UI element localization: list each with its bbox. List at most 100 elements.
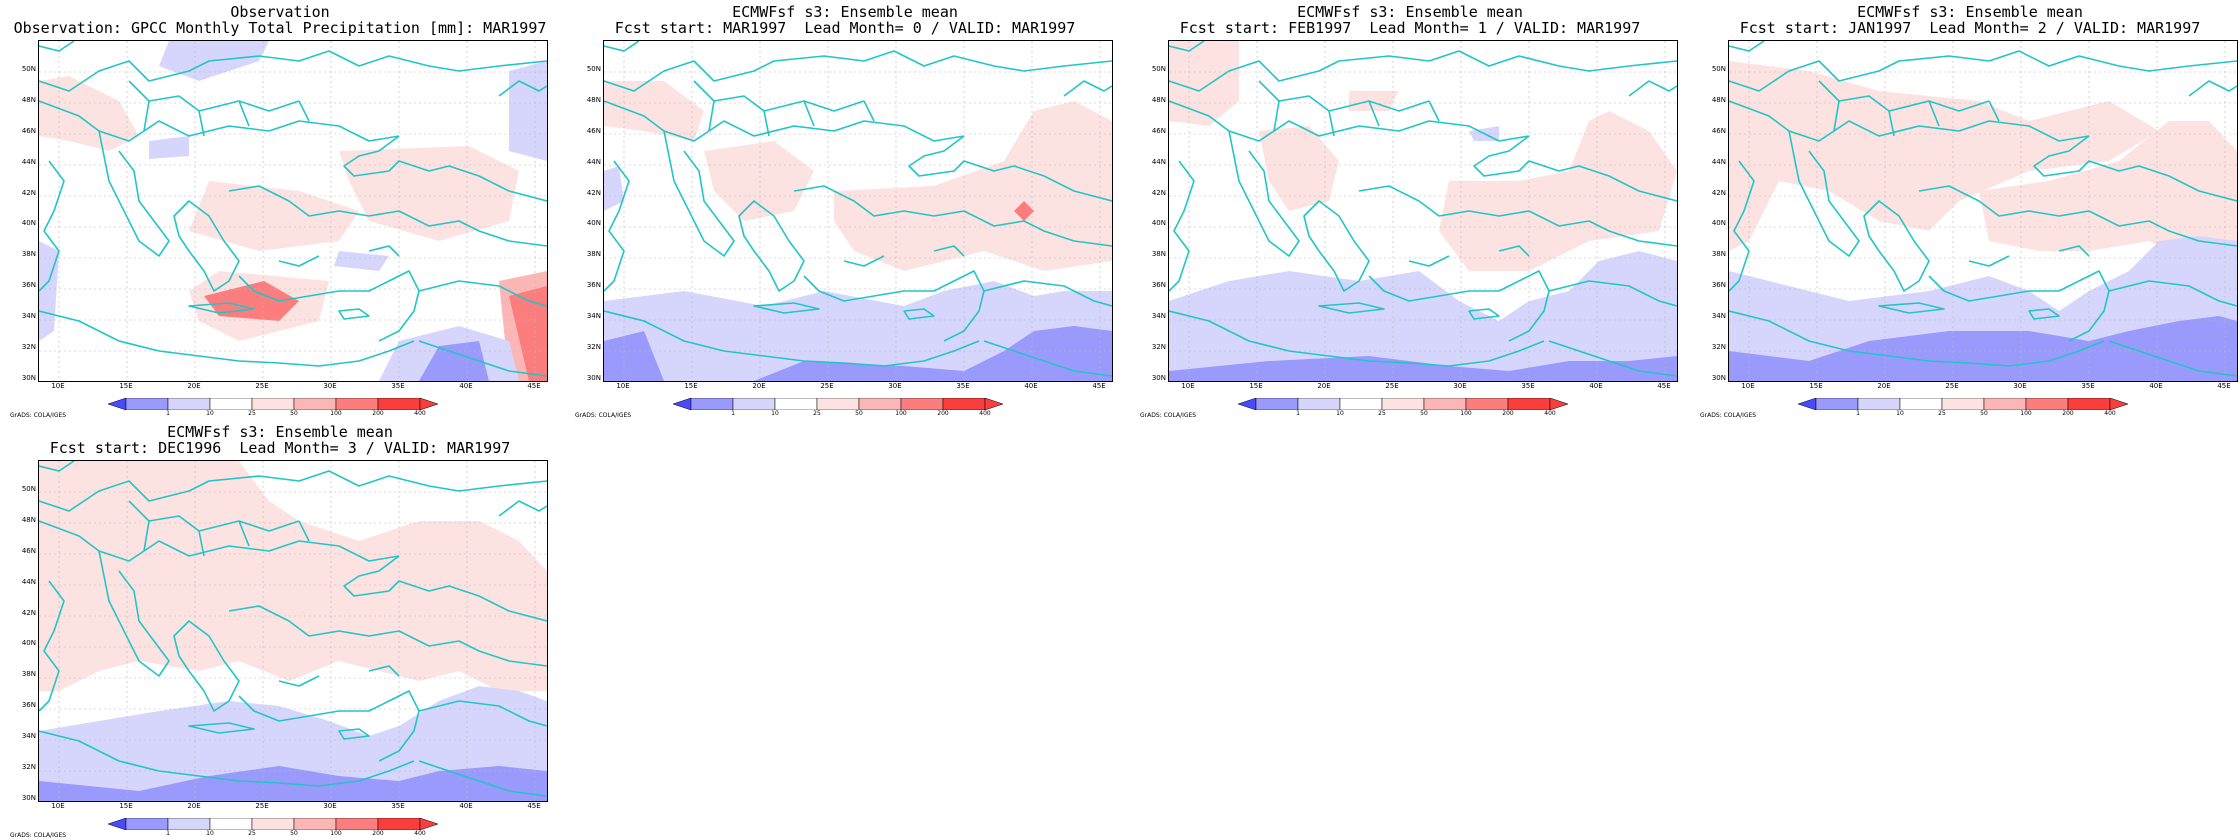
shading-layer: [39, 461, 547, 801]
colorbar-svg: [108, 398, 438, 410]
colorbar-tick-label: 10: [1896, 410, 1904, 417]
colorbar-tick-label: 400: [1544, 410, 1556, 417]
lon-tick-label: 20E: [187, 382, 201, 390]
lat-tick-label: 42N: [586, 188, 601, 197]
colorbar-tick-label: 1: [166, 410, 170, 417]
map-panel-obs: Observation Observation: GPCC Monthly To…: [10, 0, 550, 420]
map-svg: [39, 461, 547, 801]
colorbar-labels: 1 10 25 50 100 200 400: [1798, 410, 2128, 418]
map-svg: [1169, 41, 1677, 381]
colorbar: 1 10 25 50 100 200 400: [673, 398, 1003, 418]
map-panel-lead3: ECMWFsf s3: Ensemble mean Fcst start: DE…: [10, 420, 550, 840]
lat-tick-label: 44N: [1711, 157, 1726, 166]
colorbar-tick-label: 100: [1460, 410, 1472, 417]
lat-tick-label: 34N: [586, 312, 601, 321]
lon-tick-label: 40E: [2149, 382, 2163, 390]
lon-tick-label: 45E: [1092, 382, 1106, 390]
colorbar-tick-label: 25: [813, 410, 821, 417]
colorbar-tick-label: 25: [248, 830, 256, 837]
lon-tick-label: 20E: [187, 802, 201, 810]
colorbar-tick-label: 100: [330, 830, 342, 837]
lon-axis: 10E 15E 20E 25E 30E 35E 40E 45E: [603, 382, 1111, 392]
panel-title: Observation: [230, 3, 330, 21]
lat-axis: 30N 32N 34N 36N 38N 40N 42N 44N 46N 48N 50N: [10, 460, 36, 802]
panel-title: ECMWFsf s3: Ensemble mean: [167, 423, 393, 441]
lat-tick-label: 48N: [21, 95, 36, 104]
lat-tick-label: 36N: [586, 281, 601, 290]
panel-subtitle: Fcst start: DEC1996 Lead Month= 3 / VALI…: [49, 439, 511, 457]
lon-tick-label: 45E: [527, 382, 541, 390]
lat-tick-label: 44N: [586, 157, 601, 166]
lon-tick-label: 15E: [1249, 382, 1263, 390]
lon-tick-label: 30E: [323, 802, 337, 810]
lon-axis: 10E 15E 20E 25E 30E 35E 40E 45E: [38, 802, 546, 812]
lat-tick-label: 50N: [1711, 64, 1726, 73]
lat-tick-label: 50N: [21, 484, 36, 493]
panel-title: ECMWFsf s3: Ensemble mean: [732, 3, 958, 21]
lon-tick-label: 30E: [323, 382, 337, 390]
lat-tick-label: 30N: [1711, 374, 1726, 382]
lat-tick-label: 46N: [586, 126, 601, 135]
lat-tick-label: 36N: [1151, 281, 1166, 290]
coastlines: [39, 41, 547, 377]
colorbar-tick-label: 50: [290, 410, 298, 417]
credit-text: GrADS: COLA/IGES: [10, 832, 67, 839]
lon-tick-label: 15E: [1809, 382, 1823, 390]
colorbar-tick-label: 1: [1296, 410, 1300, 417]
lat-tick-label: 34N: [21, 312, 36, 321]
lat-tick-label: 32N: [21, 763, 36, 772]
lat-tick-label: 38N: [586, 250, 601, 259]
colorbar-tick-label: 50: [1420, 410, 1428, 417]
map-panel-lead1: ECMWFsf s3: Ensemble mean Fcst start: FE…: [1140, 0, 1680, 420]
lat-tick-label: 42N: [1711, 188, 1726, 197]
lon-tick-label: 35E: [391, 382, 405, 390]
colorbar-tick-label: 100: [895, 410, 907, 417]
lat-tick-label: 48N: [21, 515, 36, 524]
lat-tick-label: 32N: [1151, 343, 1166, 352]
lon-tick-label: 40E: [1024, 382, 1038, 390]
lon-tick-label: 20E: [1877, 382, 1891, 390]
colorbar-labels: 1 10 25 50 100 200 400: [108, 830, 438, 838]
lon-tick-label: 20E: [1317, 382, 1331, 390]
lon-tick-label: 15E: [119, 382, 133, 390]
coastlines: [1169, 41, 1677, 377]
precipitation-map: [1168, 40, 1678, 382]
colorbar-tick-label: 200: [1502, 410, 1514, 417]
shading-layer: [1169, 41, 1677, 381]
lon-tick-label: 15E: [119, 802, 133, 810]
panel-title: ECMWFsf s3: Ensemble mean: [1297, 3, 1523, 21]
colorbar: 1 10 25 50 100 200 400: [108, 398, 438, 418]
precipitation-map: [1728, 40, 2238, 382]
lon-tick-label: 45E: [527, 802, 541, 810]
credit-text: GrADS: COLA/IGES: [575, 412, 632, 419]
lon-tick-label: 10E: [51, 802, 65, 810]
lon-tick-label: 35E: [391, 802, 405, 810]
lat-tick-label: 48N: [586, 95, 601, 104]
lon-tick-label: 25E: [1945, 382, 1959, 390]
panel-subtitle: Observation: GPCC Monthly Total Precipit…: [13, 19, 547, 37]
lon-tick-label: 10E: [51, 382, 65, 390]
precipitation-map: [603, 40, 1113, 382]
lon-tick-label: 40E: [1589, 382, 1603, 390]
colorbar-tick-label: 1: [1856, 410, 1860, 417]
colorbar-tick-label: 25: [248, 410, 256, 417]
lat-tick-label: 48N: [1151, 95, 1166, 104]
grid-lines: [1729, 41, 2237, 381]
lat-tick-label: 46N: [21, 546, 36, 555]
precipitation-map: [38, 460, 548, 802]
colorbar-svg: [108, 818, 438, 830]
colorbar-labels: 1 10 25 50 100 200 400: [1238, 410, 1568, 418]
coastlines: [39, 461, 547, 797]
panel-subtitle: Fcst start: FEB1997 Lead Month= 1 / VALI…: [1179, 19, 1641, 37]
lat-axis: 30N 32N 34N 36N 38N 40N 42N 44N 46N 48N 50N: [575, 40, 601, 382]
colorbar-svg: [1798, 398, 2128, 410]
panel-subtitle: Fcst start: MAR1997 Lead Month= 0 / VALI…: [614, 19, 1076, 37]
lat-tick-label: 46N: [21, 126, 36, 135]
lat-tick-label: 30N: [21, 794, 36, 802]
colorbar-tick-label: 50: [1980, 410, 1988, 417]
colorbar-tick-label: 100: [2020, 410, 2032, 417]
colorbar-tick-label: 25: [1378, 410, 1386, 417]
shading-layer: [39, 41, 547, 381]
lat-tick-label: 46N: [1151, 126, 1166, 135]
lon-tick-label: 45E: [2217, 382, 2231, 390]
